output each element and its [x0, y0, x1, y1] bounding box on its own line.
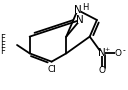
Bar — [99, 67, 105, 73]
Text: F: F — [1, 47, 6, 56]
Text: Cl: Cl — [47, 65, 56, 74]
Bar — [99, 51, 105, 56]
Text: F: F — [1, 40, 6, 50]
Text: H: H — [82, 3, 88, 12]
Bar — [74, 7, 81, 13]
Text: N: N — [98, 48, 106, 58]
Text: +: + — [104, 47, 110, 52]
Text: O: O — [98, 66, 105, 75]
Text: N: N — [74, 5, 82, 15]
Text: F: F — [1, 34, 6, 43]
Text: N: N — [76, 15, 84, 25]
Text: -: - — [123, 46, 126, 55]
Bar — [77, 17, 83, 23]
Bar — [115, 51, 121, 56]
Text: O: O — [114, 49, 121, 58]
